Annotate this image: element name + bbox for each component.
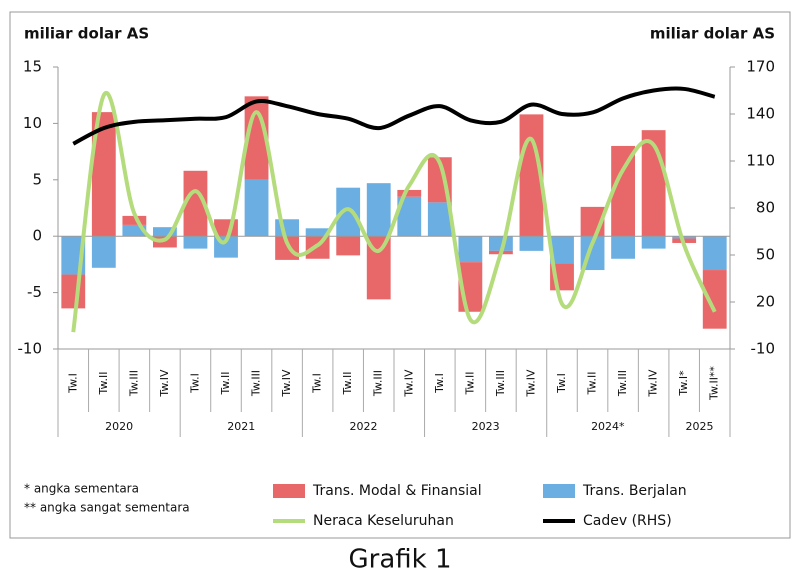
x-tick-label: Tw.IV xyxy=(647,369,660,398)
x-tick-label: Tw.IV xyxy=(402,369,415,398)
y2-axis-label: miliar dolar AS xyxy=(650,25,775,43)
y-tick-label: -5 xyxy=(27,283,42,301)
bar xyxy=(336,187,361,237)
x-tick-label: Tw.II xyxy=(97,372,110,396)
legend-label: Cadev (RHS) xyxy=(583,513,672,529)
y-tick-label: 15 xyxy=(23,58,42,76)
x-tick-label: Tw.I* xyxy=(677,370,690,397)
bar xyxy=(550,236,574,264)
y-tick-label: 5 xyxy=(32,170,42,188)
bar xyxy=(641,236,666,249)
bar xyxy=(366,183,391,237)
x-tick-label: Tw.I xyxy=(555,373,568,394)
chart-frame xyxy=(9,11,791,539)
bar xyxy=(183,170,208,237)
bar xyxy=(122,224,147,237)
bar xyxy=(702,270,727,329)
y-axis-label: miliar dolar AS xyxy=(24,25,149,43)
x-tick-label: Tw.IV xyxy=(280,369,293,398)
bar xyxy=(305,228,330,237)
chart-title: Grafik 1 xyxy=(348,545,451,575)
legend-label: Trans. Modal & Finansial xyxy=(312,483,482,499)
x-group-label: 2020 xyxy=(105,420,133,433)
bar xyxy=(702,236,727,271)
y2-tick-label: -10 xyxy=(751,340,776,358)
x-tick-label: Tw.III xyxy=(494,370,507,397)
y2-tick-label: 50 xyxy=(756,246,775,264)
x-tick-label: Tw.IV xyxy=(158,369,171,398)
legend-label: Neraca Keseluruhan xyxy=(313,513,454,529)
x-group-label: 2022 xyxy=(349,420,377,433)
bar xyxy=(397,189,422,197)
bar xyxy=(611,236,636,259)
x-group-label: 2024* xyxy=(591,420,625,433)
y2-tick-label: 110 xyxy=(746,152,775,170)
y2-tick-label: 20 xyxy=(756,293,775,311)
x-tick-label: Tw.IV xyxy=(524,369,537,398)
bar xyxy=(275,219,300,237)
bar xyxy=(91,236,116,268)
line xyxy=(72,86,716,146)
footnote: * angka sementara xyxy=(24,482,139,496)
bar xyxy=(488,236,513,251)
legend-swatch xyxy=(273,484,305,498)
bar xyxy=(152,227,177,237)
x-tick-label: Tw.II** xyxy=(708,366,721,401)
bar xyxy=(519,236,544,251)
bar xyxy=(427,202,452,237)
y-tick-label: 10 xyxy=(23,114,42,132)
y2-tick-label: 140 xyxy=(746,105,775,123)
legend-label: Trans. Berjalan xyxy=(582,483,687,499)
bar xyxy=(458,236,483,263)
y2-tick-label: 80 xyxy=(756,199,775,217)
x-group-label: 2025 xyxy=(685,420,713,433)
x-tick-label: Tw.III xyxy=(127,370,140,397)
bar xyxy=(61,274,86,309)
x-tick-label: Tw.I xyxy=(433,373,446,394)
x-group-label: 2021 xyxy=(227,420,255,433)
bar xyxy=(672,236,697,239)
x-tick-label: Tw.III xyxy=(616,370,629,397)
y-tick-label: 0 xyxy=(32,227,42,245)
bar xyxy=(183,236,208,249)
bar xyxy=(91,112,116,237)
y2-tick-label: 170 xyxy=(746,58,775,76)
x-tick-label: Tw.III xyxy=(250,370,263,397)
bar xyxy=(397,196,422,237)
x-tick-label: Tw.I xyxy=(66,373,79,394)
x-group-label: 2023 xyxy=(472,420,500,433)
y-tick-label: -10 xyxy=(18,340,43,358)
bar xyxy=(244,179,269,237)
bar xyxy=(336,236,361,256)
x-tick-label: Tw.III xyxy=(372,370,385,397)
x-tick-label: Tw.II xyxy=(586,372,599,396)
x-tick-label: Tw.I xyxy=(311,373,324,394)
bar xyxy=(244,96,269,180)
legend-swatch xyxy=(543,484,575,498)
bar xyxy=(152,236,177,248)
x-tick-label: Tw.I xyxy=(188,373,201,394)
bar xyxy=(366,236,391,300)
bar xyxy=(611,145,636,237)
x-tick-label: Tw.II xyxy=(463,372,476,396)
x-tick-label: Tw.II xyxy=(219,372,232,396)
footnote: ** angka sangat sementara xyxy=(24,501,190,515)
line xyxy=(71,90,717,333)
bar xyxy=(122,215,147,225)
x-tick-label: Tw.II xyxy=(341,372,354,396)
